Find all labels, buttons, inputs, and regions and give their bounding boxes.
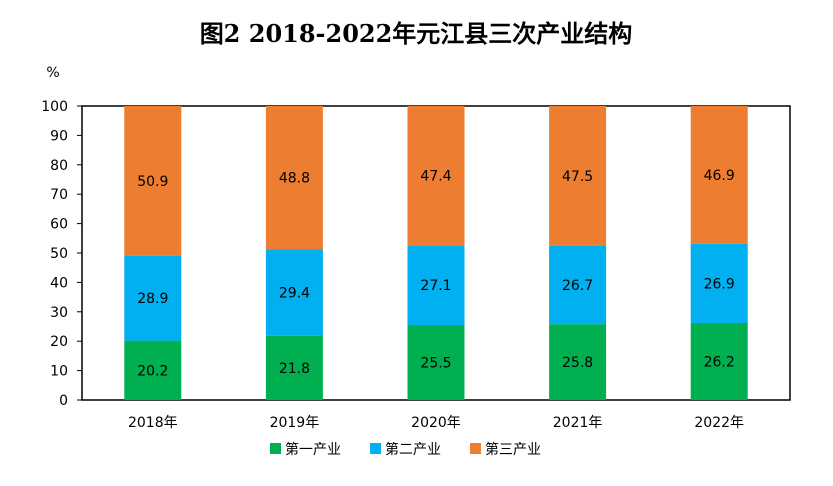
x-tick-label: 2019年: [270, 415, 320, 431]
data-label: 28.9: [137, 291, 168, 307]
data-label: 47.5: [562, 169, 593, 185]
bar-segment: [407, 245, 465, 326]
data-label: 50.9: [137, 174, 168, 190]
chart-title: 图2 2018-2022年元江县三次产业结构: [200, 19, 633, 48]
data-label: 46.9: [704, 168, 735, 184]
bar-segment: [124, 340, 182, 400]
data-label: 25.8: [562, 355, 593, 371]
data-label: 26.9: [704, 276, 735, 292]
y-tick-label: 50: [50, 246, 68, 262]
x-axis: 2018年 2019年 2020年 2021年 2022年: [128, 415, 744, 431]
y-tick-label: 60: [50, 217, 68, 233]
bar-segment: [265, 249, 323, 336]
y-tick-label: 70: [50, 187, 68, 203]
data-label: 21.8: [279, 361, 310, 377]
y-axis: 0 10 20 30 40 50 60 70 80 90 100: [41, 99, 82, 409]
data-label: 47.4: [420, 169, 451, 185]
legend: 第一产业 第二产业 第三产业: [270, 441, 541, 458]
bars-group: 20.2 28.9 50.9 21.8 29.4 48.8 25.5 27.1 47.4 25.8…: [124, 106, 748, 400]
bar-segment: [265, 335, 323, 400]
bar-segment: [690, 243, 748, 323]
bar-segment: [407, 325, 465, 400]
data-label: 48.8: [279, 171, 310, 187]
y-axis-unit: %: [46, 65, 59, 81]
bar-segment: [265, 106, 323, 250]
bar-segment: [549, 245, 607, 325]
bar-segment: [549, 324, 607, 400]
bar-segment: [124, 106, 182, 256]
data-label: 20.2: [137, 363, 168, 379]
x-tick-label: 2018年: [128, 415, 178, 431]
y-tick-label: 0: [59, 393, 68, 409]
legend-label: 第三产业: [485, 441, 541, 458]
y-tick-label: 20: [50, 334, 68, 350]
y-tick-label: 80: [50, 158, 68, 174]
data-label: 26.2: [704, 354, 735, 370]
legend-label: 第一产业: [285, 441, 341, 458]
legend-swatch: [370, 443, 381, 454]
bar-segment: [549, 106, 607, 246]
x-tick-label: 2022年: [694, 415, 744, 431]
data-label: 29.4: [279, 286, 310, 302]
bar-segment: [690, 106, 748, 244]
x-tick-label: 2020年: [411, 415, 461, 431]
data-label: 27.1: [420, 278, 451, 294]
data-label: 25.5: [420, 356, 451, 372]
bar-segment: [407, 106, 465, 246]
y-tick-label: 40: [50, 275, 68, 291]
y-tick-label: 90: [50, 128, 68, 144]
x-tick-label: 2021年: [553, 415, 603, 431]
data-label: 26.7: [562, 278, 593, 294]
y-tick-label: 30: [50, 305, 68, 321]
legend-swatch: [270, 443, 281, 454]
legend-label: 第二产业: [385, 441, 441, 458]
bar-segment: [690, 322, 748, 400]
bar-segment: [124, 255, 182, 341]
y-tick-label: 10: [50, 364, 68, 380]
y-tick-label: 100: [41, 99, 68, 115]
legend-swatch: [470, 443, 481, 454]
